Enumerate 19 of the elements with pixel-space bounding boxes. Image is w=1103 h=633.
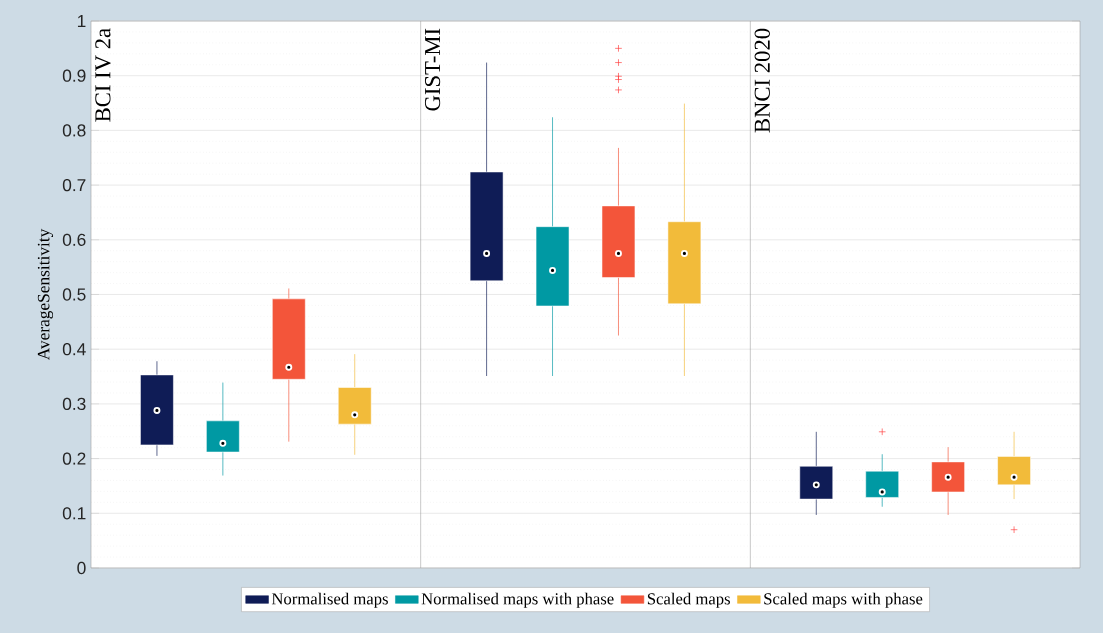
y-tick-label: 0.5	[62, 288, 86, 301]
y-tick-label: 0.3	[62, 397, 86, 411]
y-tick-label: 0.2	[62, 452, 86, 465]
annotation: GIST-MI	[424, 28, 441, 111]
legend-label: Scaled maps	[647, 592, 730, 608]
annotation: BCI IV 2a	[95, 28, 111, 122]
y-tick-label: 0.6	[62, 233, 86, 246]
legend-label: Normalised maps with phase	[421, 592, 614, 608]
annotation: BNCI 2020	[754, 28, 770, 133]
y-tick-label: 0.1	[62, 507, 86, 520]
y-tick-label: 0.4	[62, 343, 86, 356]
y-axis-title: AverageSensitivity	[37, 228, 54, 361]
y-tick-label: 0.9	[62, 69, 86, 82]
legend-label: Normalised maps	[271, 592, 388, 608]
y-tick-label: 0	[77, 561, 86, 575]
y-tick-label: 1	[77, 15, 86, 27]
legend-label: Scaled maps with phase	[764, 592, 923, 608]
y-tick-label: 0.7	[62, 178, 86, 192]
y-tick-label: 0.8	[62, 124, 86, 137]
